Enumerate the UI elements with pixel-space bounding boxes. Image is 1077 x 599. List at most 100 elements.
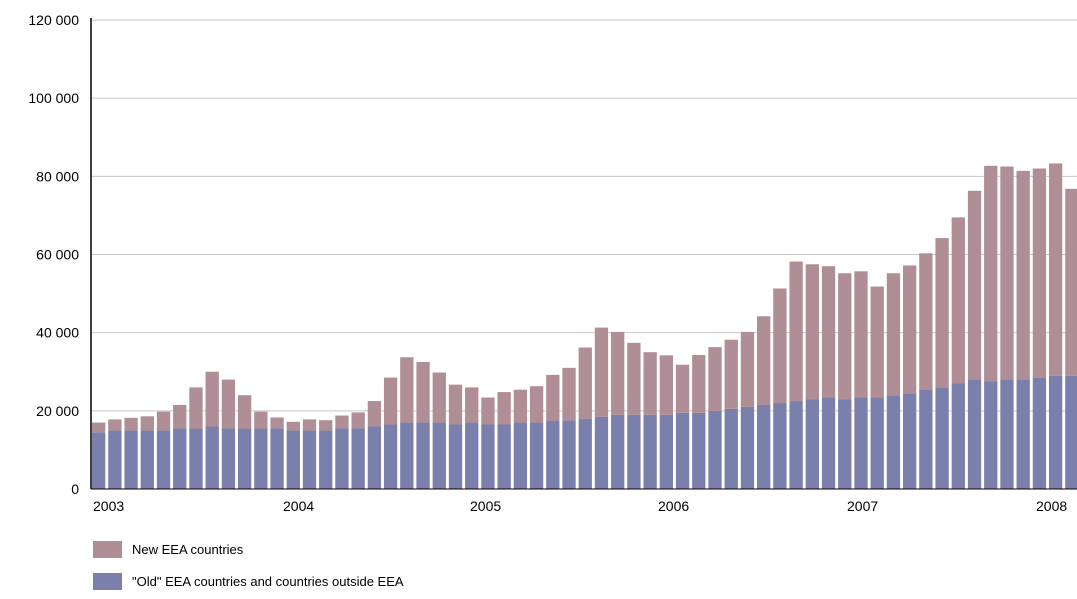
bar-segment-old-eea	[1048, 375, 1063, 489]
bar-segment-old-eea	[594, 416, 609, 489]
bar-segment-new-eea	[838, 273, 852, 400]
bar-segment-old-eea	[400, 422, 414, 489]
bar-segment-old-eea	[221, 428, 236, 489]
bar-segment-new-eea	[254, 411, 268, 429]
legend-item-new-eea: New EEA countries	[93, 541, 243, 558]
legend-swatch-new-eea	[93, 541, 122, 558]
bar-segment-new-eea	[173, 404, 187, 429]
bar-segment-new-eea	[92, 422, 106, 433]
bar-segment-old-eea	[254, 428, 268, 489]
x-tick-label: 2006	[658, 498, 689, 514]
bar-segment-new-eea	[692, 354, 706, 413]
bar-segment-old-eea	[335, 428, 349, 489]
x-tick-label: 2004	[283, 498, 314, 514]
bar-segment-old-eea	[1016, 379, 1030, 489]
bar-segment-new-eea	[465, 387, 479, 423]
bar-segment-new-eea	[140, 416, 154, 431]
bar-segment-old-eea	[140, 430, 154, 490]
x-tick-label: 2007	[847, 498, 878, 514]
bar-segment-old-eea	[448, 424, 463, 489]
y-tick-labels: 0 20 000 40 000 60 000 80 000 100 000 120 000	[28, 12, 79, 497]
bar-segment-new-eea	[400, 357, 414, 423]
bar-segment-new-eea	[335, 415, 349, 429]
bar-segment-new-eea	[286, 421, 300, 431]
bar-segment-old-eea	[302, 430, 317, 490]
bar-segment-new-eea	[156, 411, 171, 431]
bar-segment-old-eea	[1065, 375, 1077, 489]
bar-segment-old-eea	[1032, 377, 1047, 489]
bar-segment-new-eea	[870, 286, 884, 398]
y-tick-label: 100 000	[28, 90, 79, 106]
bar-segment-old-eea	[108, 430, 122, 490]
bar-segment-old-eea	[805, 399, 819, 489]
bar-segment-old-eea	[708, 410, 722, 489]
bar-segment-old-eea	[432, 422, 446, 489]
bar-segment-new-eea	[367, 401, 382, 427]
bar-segment-old-eea	[659, 414, 673, 489]
bar-segment-old-eea	[935, 387, 949, 489]
bar-segment-old-eea	[481, 424, 495, 489]
y-tick-label: 40 000	[36, 325, 79, 341]
bar-segment-old-eea	[627, 414, 641, 489]
bar-segment-new-eea	[351, 412, 365, 429]
bar-segment-new-eea	[1016, 170, 1030, 380]
bar-segment-old-eea	[173, 428, 187, 489]
bar-segment-new-eea	[984, 165, 998, 382]
bars	[92, 163, 1077, 490]
bar-segment-old-eea	[513, 422, 528, 489]
bar-segment-new-eea	[659, 355, 673, 415]
y-tick-label: 120 000	[28, 12, 79, 28]
bar-segment-old-eea	[724, 408, 738, 489]
bar-segment-new-eea	[805, 264, 819, 400]
bar-segment-old-eea	[854, 397, 868, 489]
bar-segment-new-eea	[237, 395, 252, 429]
bar-segment-new-eea	[967, 190, 982, 380]
bar-segment-new-eea	[757, 316, 771, 405]
bar-segment-old-eea	[237, 428, 252, 489]
bar-segment-old-eea	[643, 414, 657, 489]
x-tick-label: 2005	[470, 498, 501, 514]
bar-segment-old-eea	[919, 389, 933, 489]
bar-segment-new-eea	[854, 271, 868, 398]
bar-segment-old-eea	[773, 403, 787, 489]
bar-segment-old-eea	[92, 432, 106, 489]
bar-segment-new-eea	[886, 273, 901, 396]
x-tick-label: 2003	[93, 498, 124, 514]
bar-segment-old-eea	[967, 379, 982, 489]
bar-segment-old-eea	[124, 430, 138, 490]
bar-segment-old-eea	[821, 397, 836, 489]
bar-segment-new-eea	[740, 331, 755, 407]
bar-segment-new-eea	[124, 417, 138, 431]
bar-segment-old-eea	[497, 424, 511, 489]
bar-segment-new-eea	[319, 420, 333, 431]
bar-segment-new-eea	[724, 339, 738, 409]
bar-segment-old-eea	[757, 404, 771, 489]
bar-segment-old-eea	[886, 395, 901, 489]
bar-segment-new-eea	[221, 379, 236, 429]
bar-segment-new-eea	[448, 384, 463, 425]
bar-segment-old-eea	[465, 422, 479, 489]
legend-item-old-eea: "Old" EEA countries and countries outsid…	[93, 573, 404, 590]
bar-segment-new-eea	[611, 331, 625, 415]
bar-segment-new-eea	[432, 372, 446, 423]
bar-segment-old-eea	[416, 422, 430, 489]
bar-segment-old-eea	[1000, 379, 1014, 489]
legend-swatch-old-eea	[93, 573, 122, 590]
y-tick-label: 0	[71, 481, 79, 497]
bar-segment-new-eea	[1048, 163, 1063, 376]
bar-segment-new-eea	[513, 389, 528, 423]
bar-segment-old-eea	[789, 401, 803, 489]
legend-label-old-eea: "Old" EEA countries and countries outsid…	[132, 574, 404, 589]
bar-segment-old-eea	[951, 383, 965, 489]
bar-segment-new-eea	[1032, 168, 1047, 378]
bar-segment-new-eea	[1065, 188, 1077, 376]
bar-segment-new-eea	[594, 327, 609, 417]
bar-segment-new-eea	[108, 419, 122, 431]
bar-segment-new-eea	[205, 371, 219, 427]
bar-segment-old-eea	[383, 424, 398, 489]
bar-segment-old-eea	[838, 399, 852, 489]
bar-segment-old-eea	[286, 430, 300, 490]
bar-segment-new-eea	[789, 261, 803, 402]
bar-segment-new-eea	[497, 392, 511, 425]
